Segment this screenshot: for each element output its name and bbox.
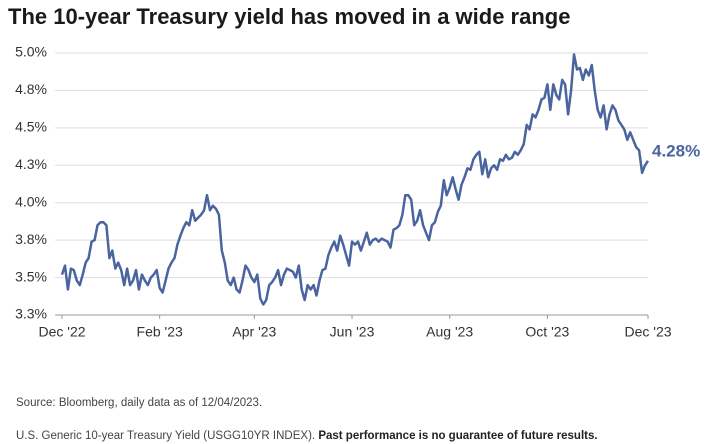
- y-tick-label: 4.5%: [15, 119, 47, 135]
- y-tick-label: 4.8%: [15, 81, 47, 97]
- y-tick-label: 4.3%: [15, 156, 47, 172]
- source-note: Source: Bloomberg, daily data as of 12/0…: [16, 397, 263, 409]
- x-tick-label: Jun '23: [330, 324, 375, 340]
- y-tick-label: 3.5%: [15, 268, 47, 284]
- x-tick-label: Feb '23: [137, 324, 183, 340]
- y-tick-label: 5.0%: [15, 44, 47, 60]
- x-tick-label: Dec '23: [624, 324, 671, 340]
- y-tick-label: 3.3%: [15, 306, 47, 322]
- x-tick-label: Oct '23: [525, 324, 569, 340]
- x-tick-label: Aug '23: [426, 324, 473, 340]
- disclaimer: Past performance is no guarantee of futu…: [318, 430, 598, 442]
- end-label: 4.28%: [652, 141, 700, 160]
- x-tick-label: Apr '23: [232, 324, 276, 340]
- x-tick-label: Dec '22: [38, 324, 85, 340]
- y-tick-label: 4.0%: [15, 193, 47, 209]
- footnote-text: U.S. Generic 10-year Treasury Yield (USG…: [16, 430, 316, 442]
- chart: The 10-year Treasury yield has moved in …: [8, 4, 700, 340]
- y-tick-label: 3.8%: [15, 231, 47, 247]
- chart-title: The 10-year Treasury yield has moved in …: [8, 4, 570, 29]
- line: [60, 53, 650, 306]
- footnote: U.S. Generic 10-year Treasury Yield (USG…: [16, 430, 598, 442]
